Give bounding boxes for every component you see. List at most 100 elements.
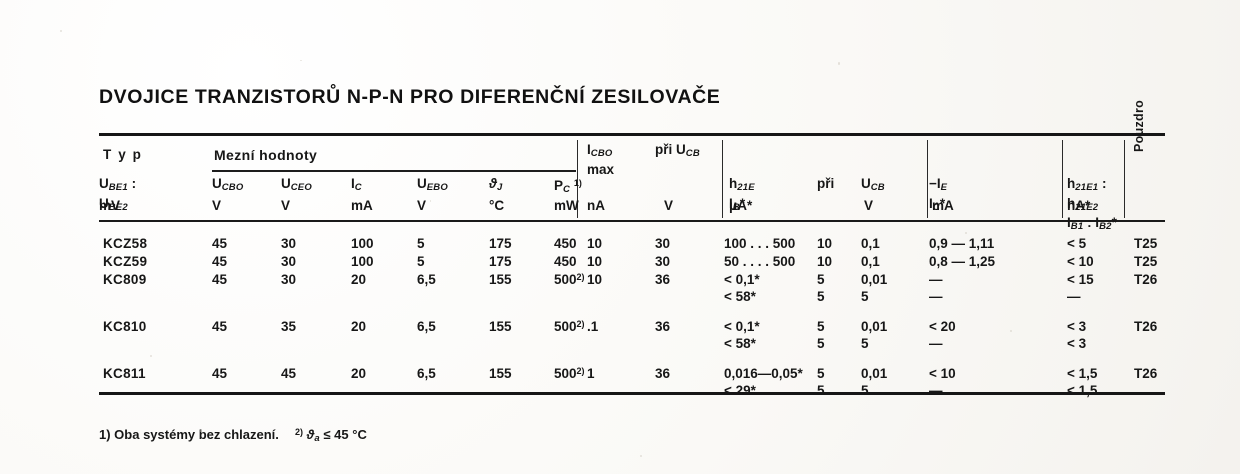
cell-0-1: 30 xyxy=(281,236,297,252)
row-type-label: KC809 xyxy=(103,272,147,288)
cell-0-5: 450 xyxy=(554,236,577,252)
cell-4-10: 5 xyxy=(861,383,869,399)
table-top-rule xyxy=(99,133,1165,136)
table-row: KCZ58 45 30 100 5 175 450 10 30 100 . . . 500 10 0,… xyxy=(99,236,1165,253)
cell-3-9: 5 xyxy=(817,336,825,352)
paper-speck xyxy=(300,60,302,61)
cell-4-0: 45 xyxy=(212,366,228,382)
cell-1-2: 100 xyxy=(351,254,374,270)
cell-2-13: T26 xyxy=(1134,272,1158,288)
column-unit-1: V xyxy=(281,198,291,213)
column-unit-12: nA* xyxy=(1067,198,1091,213)
cell-3-2: 20 xyxy=(351,319,367,335)
cell-0-10: 0,1 xyxy=(861,236,880,252)
paper-speck xyxy=(200,430,202,432)
cell-2-10: 5 xyxy=(861,289,869,305)
column-header-6: ICBO max xyxy=(587,142,615,177)
table-row: < 58* 5 5 — < 3 xyxy=(99,336,1165,353)
cell-2-1: 30 xyxy=(281,272,297,288)
paper-speck xyxy=(60,30,62,32)
page-title: DVOJICE TRANZISTORŮ N-P-N PRO DIFERENČNÍ… xyxy=(99,86,721,108)
table-row: < 29* 5 5 — < 1,5 xyxy=(99,383,1165,400)
column-unit-3: V xyxy=(417,198,427,213)
header-divider-5 xyxy=(1124,140,1126,218)
cell-2-11: — xyxy=(929,289,943,305)
cell-3-9: 5 xyxy=(817,319,825,335)
paper-speck xyxy=(965,232,967,234)
column-header-9: při xyxy=(817,176,835,191)
cell-0-7: 30 xyxy=(655,236,671,252)
cell-1-7: 30 xyxy=(655,254,671,270)
header-divider-4 xyxy=(1062,140,1064,218)
cell-4-6: 1 xyxy=(587,366,595,382)
cell-4-5: 5002) xyxy=(554,366,585,382)
cell-4-4: 155 xyxy=(489,366,512,382)
cell-0-12: < 5 xyxy=(1067,236,1087,252)
cell-3-11: — xyxy=(929,336,943,352)
column-header-7: při UCB xyxy=(655,142,700,159)
header-divider-3 xyxy=(927,140,929,218)
cell-3-3: 6,5 xyxy=(417,319,436,335)
column-header-1: UCEO xyxy=(281,176,312,193)
column-unit-2: mA xyxy=(351,198,373,213)
header-divider-2 xyxy=(722,140,724,218)
column-unit-0: V xyxy=(212,198,222,213)
column-header-package: Pouzdro xyxy=(1132,99,1146,152)
cell-4-1: 45 xyxy=(281,366,297,382)
group-header-rule xyxy=(212,170,576,172)
cell-2-9: 5 xyxy=(817,289,825,305)
paper-speck xyxy=(640,455,642,457)
cell-4-3: 6,5 xyxy=(417,366,436,382)
column-header-10: UCB xyxy=(861,176,885,193)
cell-0-4: 175 xyxy=(489,236,512,252)
column-unit-5: mW xyxy=(554,198,579,213)
cell-2-8: < 0,1* xyxy=(724,272,760,288)
cell-1-13: T25 xyxy=(1134,254,1158,270)
cell-4-9: 5 xyxy=(817,366,825,382)
column-unit-13: mV xyxy=(99,198,121,213)
table-row: KC810 45 35 20 6,5 155 5002) .1 36 < 0,1* 5 0,01 < 2… xyxy=(99,319,1165,336)
paper-speck xyxy=(150,355,152,357)
row-type-label: KCZ58 xyxy=(103,236,148,252)
cell-1-11: 0,8 — 1,25 xyxy=(929,254,996,270)
paper-speck xyxy=(430,200,431,202)
cell-1-0: 45 xyxy=(212,254,228,270)
cell-3-7: 36 xyxy=(655,319,671,335)
cell-0-0: 45 xyxy=(212,236,228,252)
table-row: KC809 45 30 20 6,5 155 5002) 10 36 < 0,1* 5 0,01 — < … xyxy=(99,272,1165,289)
column-header-4: ϑJ xyxy=(489,176,503,193)
column-header-12: h21E1 : h21E2 IB1 : IB2* xyxy=(1067,176,1117,232)
cell-2-0: 45 xyxy=(212,272,228,288)
column-header-5: PC 1) xyxy=(554,178,582,195)
cell-1-5: 450 xyxy=(554,254,577,270)
cell-2-12: < 15 xyxy=(1067,272,1094,288)
column-header-type: T y p xyxy=(103,147,143,162)
cell-2-2: 20 xyxy=(351,272,367,288)
cell-3-12: < 3 xyxy=(1067,336,1087,352)
cell-4-8: < 29* xyxy=(724,383,756,399)
cell-2-7: 36 xyxy=(655,272,671,288)
table-row: KC811 45 45 20 6,5 155 5002) 1 36 0,016—0,05* 5 0,0… xyxy=(99,366,1165,383)
cell-2-6: 10 xyxy=(587,272,603,288)
header-divider-1 xyxy=(577,140,579,218)
column-unit-4: °C xyxy=(489,198,505,213)
column-header-3: UEBO xyxy=(417,176,448,193)
cell-3-12: < 3 xyxy=(1067,319,1087,335)
cell-2-9: 5 xyxy=(817,272,825,288)
row-type-label: KCZ59 xyxy=(103,254,148,270)
paper-speck xyxy=(838,62,840,65)
column-header-8: h21E IB* xyxy=(729,176,755,213)
cell-4-13: T26 xyxy=(1134,366,1158,382)
cell-1-1: 30 xyxy=(281,254,297,270)
cell-1-4: 175 xyxy=(489,254,512,270)
row-type-label: KC810 xyxy=(103,319,147,335)
cell-2-12: — xyxy=(1067,289,1081,305)
cell-0-2: 100 xyxy=(351,236,374,252)
cell-4-8: 0,016—0,05* xyxy=(724,366,803,382)
cell-2-8: < 58* xyxy=(724,289,756,305)
cell-2-5: 5002) xyxy=(554,272,585,288)
cell-3-8: < 0,1* xyxy=(724,319,760,335)
